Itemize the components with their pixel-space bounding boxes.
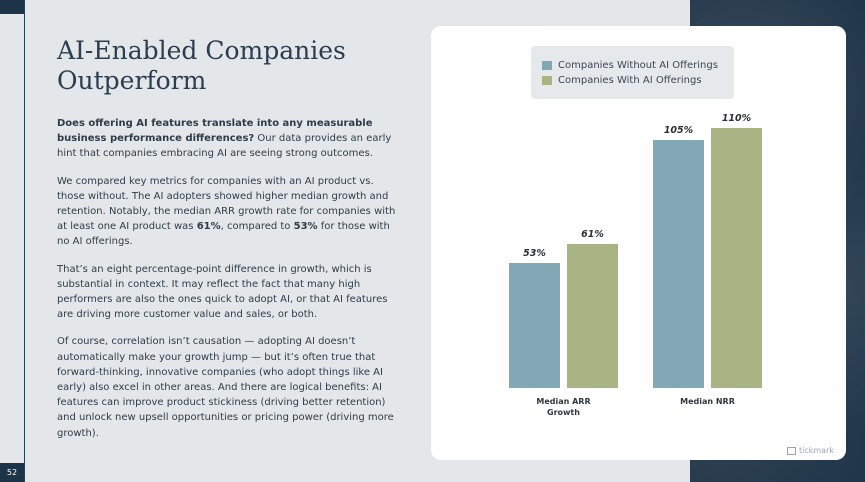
paragraph-1-text: Our data provides an early hint that com…	[57, 133, 392, 160]
data-label-with-ai-arr-growth: 61%	[581, 229, 604, 241]
bar-without-ai-arr-growth	[509, 262, 560, 388]
page-title: AI-Enabled Companies Outperform	[57, 36, 346, 95]
legend-label-without-ai: Companies Without AI Offerings	[558, 59, 718, 71]
tickmark-icon	[786, 446, 796, 455]
stat-61: 61%	[196, 221, 221, 233]
category-label-arr-growth: Median ARR Growth	[536, 397, 591, 417]
brand-name: tickmark	[798, 446, 834, 455]
paragraph-4: Of course, correlation isn’t causation —…	[57, 336, 394, 439]
stat-53: 53%	[293, 221, 318, 233]
legend-swatch-without-ai	[542, 60, 552, 70]
chart-card: Companies Without AI Offerings Companies…	[431, 26, 846, 460]
paragraph-2-text-a: We compared key metrics for companies wi…	[57, 175, 396, 233]
page-number: 52	[0, 463, 24, 482]
paragraph-1: Does offering AI features translate into…	[57, 116, 402, 162]
paragraph-3: That’s an eight percentage-point differe…	[57, 263, 388, 321]
data-label-with-ai-nrr: 110%	[721, 113, 752, 125]
bar-with-ai-arr-growth	[567, 244, 618, 388]
bar-with-ai-nrr	[711, 128, 762, 388]
chart-legend: Companies Without AI Offerings Companies…	[531, 46, 734, 99]
legend-item-with-ai: Companies With AI Offerings	[542, 73, 702, 87]
bar-without-ai-nrr	[653, 140, 704, 388]
paragraph-2-text-c: for those with no AI offerings.	[57, 221, 390, 248]
rail-tab	[0, 0, 24, 14]
body-text: Does offering AI features translate into…	[57, 116, 402, 453]
legend-swatch-with-ai	[542, 75, 552, 85]
data-label-without-ai-arr-growth: 53%	[523, 247, 546, 259]
legend-item-without-ai: Companies Without AI Offerings	[542, 58, 718, 72]
category-label-nrr: Median NRR	[680, 397, 735, 406]
paragraph-2: We compared key metrics for companies wi…	[57, 174, 402, 250]
legend-label-with-ai: Companies With AI Offerings	[558, 74, 702, 86]
brand-logo: tickmark	[786, 446, 834, 455]
paragraph-2-text-b: , compared to	[220, 221, 294, 233]
data-label-without-ai-nrr: 105%	[663, 125, 694, 137]
lead-question: Does offering AI features translate into…	[57, 118, 373, 145]
left-rail	[0, 0, 25, 482]
